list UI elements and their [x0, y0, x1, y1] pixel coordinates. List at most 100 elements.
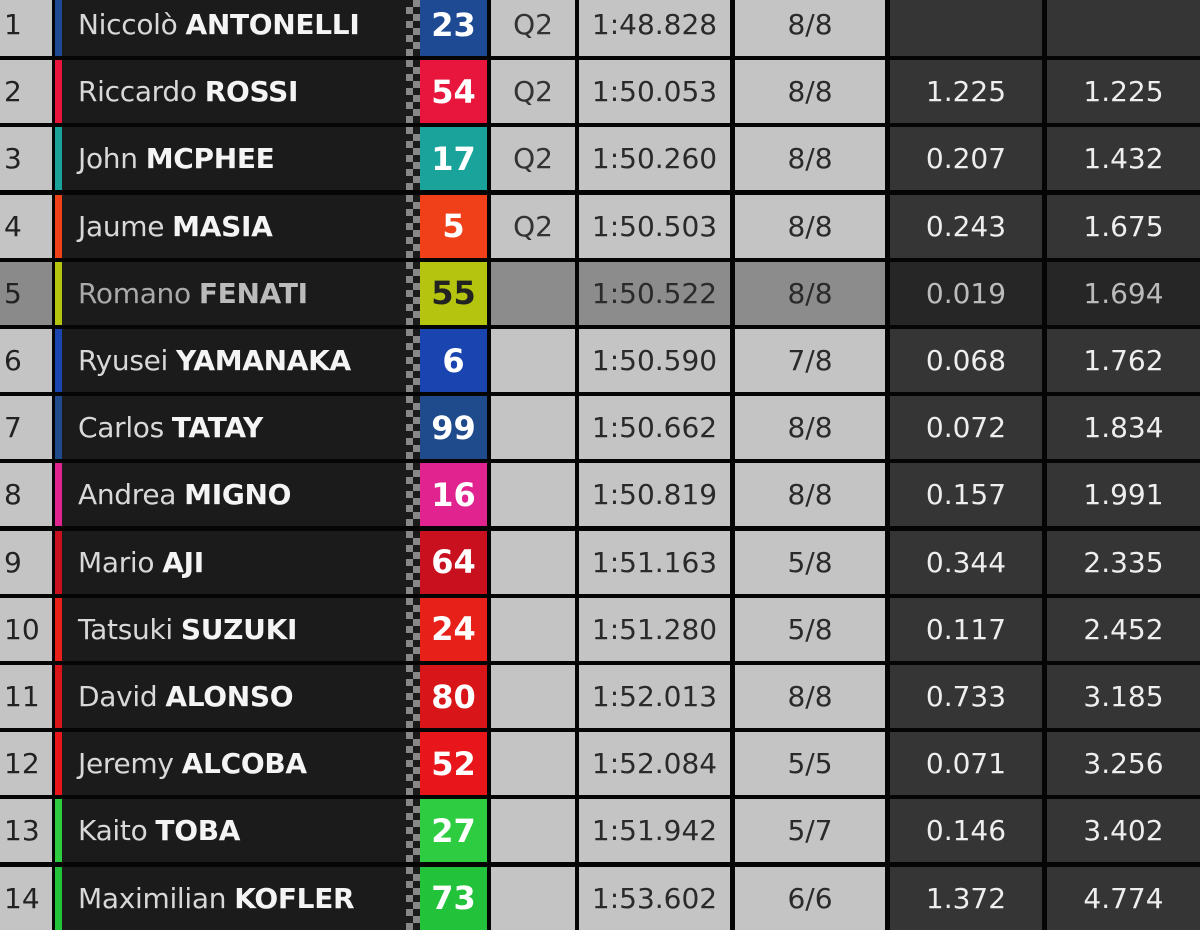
position: 7	[0, 396, 52, 460]
gap-previous: 0.157	[890, 463, 1042, 527]
table-row[interactable]: 7 Carlos TATAY 99 1:50.662 8/8 0.072 1.83…	[0, 396, 1200, 460]
lap-time: 1:48.828	[579, 0, 730, 56]
gap-previous	[890, 0, 1042, 56]
last-name: ROSSI	[204, 75, 299, 109]
table-row[interactable]: 12 Jeremy ALCOBA 52 1:52.084 5/5 0.071 3.…	[0, 732, 1200, 796]
first-name: Maximilian	[78, 881, 227, 915]
laps: 5/7	[735, 799, 885, 863]
rider-number: 80	[420, 665, 487, 728]
team-color-stripe	[55, 866, 62, 930]
rider-number: 17	[420, 127, 487, 191]
position: 6	[0, 329, 52, 392]
gap-previous: 0.019	[890, 261, 1042, 325]
rider-number: 55	[420, 261, 487, 325]
table-row[interactable]: 2 Riccardo ROSSI 54 Q2 1:50.053 8/8 1.225…	[0, 60, 1200, 124]
last-name: FENATI	[198, 276, 308, 310]
team-color-stripe	[55, 665, 62, 728]
table-row[interactable]: 8 Andrea MIGNO 16 1:50.819 8/8 0.157 1.99…	[0, 463, 1200, 527]
lap-time: 1:50.522	[579, 261, 730, 325]
first-name: Andrea	[78, 478, 177, 512]
lap-time: 1:52.084	[579, 732, 730, 796]
rider-name: Jeremy ALCOBA	[62, 732, 406, 796]
team-color-stripe	[55, 530, 62, 594]
position: 2	[0, 60, 52, 124]
rider-name: Niccolò ANTONELLI	[62, 0, 406, 56]
rider-name: Jaume MASIA	[62, 194, 406, 258]
session-label	[491, 665, 575, 728]
session-label	[491, 396, 575, 460]
first-name: Kaito	[78, 814, 148, 848]
rider-number: 54	[420, 60, 487, 124]
position: 12	[0, 732, 52, 796]
first-name: Ryusei	[78, 344, 169, 377]
rider-name: Romano FENATI	[62, 261, 406, 325]
lap-time: 1:50.260	[579, 127, 730, 191]
table-row[interactable]: 6 Ryusei YAMANAKA 6 1:50.590 7/8 0.068 1.…	[0, 329, 1200, 392]
session-label	[491, 463, 575, 527]
position: 14	[0, 866, 52, 930]
first-name: Jaume	[78, 209, 165, 243]
session-label: Q2	[491, 0, 575, 56]
first-name: Jeremy	[78, 747, 174, 781]
gap-previous: 0.344	[890, 530, 1042, 594]
table-row[interactable]: 5 Romano FENATI 55 1:50.522 8/8 0.019 1.6…	[0, 261, 1200, 325]
table-row[interactable]: 14 Maximilian KOFLER 73 1:53.602 6/6 1.37…	[0, 866, 1200, 930]
last-name: TATAY	[171, 411, 264, 445]
table-row[interactable]: 4 Jaume MASIA 5 Q2 1:50.503 8/8 0.243 1.6…	[0, 194, 1200, 258]
position: 1	[0, 0, 52, 56]
gap-previous: 0.117	[890, 597, 1042, 661]
gap-leader: 1.834	[1047, 396, 1200, 460]
last-name: KOFLER	[234, 881, 355, 915]
gap-leader: 4.774	[1047, 866, 1200, 930]
last-name: ALONSO	[165, 680, 294, 713]
table-row[interactable]: 13 Kaito TOBA 27 1:51.942 5/7 0.146 3.402	[0, 799, 1200, 863]
gap-leader: 3.256	[1047, 732, 1200, 796]
team-color-stripe	[55, 597, 62, 661]
table-row[interactable]: 11 David ALONSO 80 1:52.013 8/8 0.733 3.1…	[0, 665, 1200, 728]
team-color-stripe	[55, 194, 62, 258]
laps: 7/8	[735, 329, 885, 392]
rider-number: 27	[420, 799, 487, 863]
gap-leader: 1.225	[1047, 60, 1200, 124]
rider-name: Riccardo ROSSI	[62, 60, 406, 124]
first-name: Romano	[78, 276, 191, 310]
session-label	[491, 732, 575, 796]
gap-leader: 1.762	[1047, 329, 1200, 392]
lap-time: 1:51.163	[579, 530, 730, 594]
position: 3	[0, 127, 52, 191]
rider-name: Maximilian KOFLER	[62, 866, 406, 930]
team-color-stripe	[55, 0, 62, 56]
laps: 8/8	[735, 396, 885, 460]
table-row[interactable]: 3 John MCPHEE 17 Q2 1:50.260 8/8 0.207 1.…	[0, 127, 1200, 191]
session-label	[491, 530, 575, 594]
table-row[interactable]: 10 Tatsuki SUZUKI 24 1:51.280 5/8 0.117 2…	[0, 597, 1200, 661]
gap-leader: 1.432	[1047, 127, 1200, 191]
team-color-stripe	[55, 732, 62, 796]
rider-number: 16	[420, 463, 487, 527]
session-label	[491, 597, 575, 661]
first-name: John	[78, 142, 138, 176]
gap-previous: 0.207	[890, 127, 1042, 191]
position: 4	[0, 194, 52, 258]
first-name: Mario	[78, 545, 155, 579]
gap-leader: 2.452	[1047, 597, 1200, 661]
gap-leader: 2.335	[1047, 530, 1200, 594]
checkered-flag-pattern	[406, 194, 420, 258]
team-color-stripe	[55, 261, 62, 325]
checkered-flag-pattern	[406, 60, 420, 124]
rider-name: Carlos TATAY	[62, 396, 406, 460]
table-row[interactable]: 9 Mario AJI 64 1:51.163 5/8 0.344 2.335	[0, 530, 1200, 594]
gap-leader: 1.694	[1047, 261, 1200, 325]
laps: 5/5	[735, 732, 885, 796]
first-name: Niccolò	[78, 8, 178, 41]
checkered-flag-pattern	[406, 799, 420, 863]
last-name: MIGNO	[184, 478, 292, 512]
session-label	[491, 261, 575, 325]
position: 13	[0, 799, 52, 863]
last-name: MASIA	[172, 209, 273, 243]
gap-previous: 0.071	[890, 732, 1042, 796]
rider-name: Mario AJI	[62, 530, 406, 594]
table-row[interactable]: 1 Niccolò ANTONELLI 23 Q2 1:48.828 8/8	[0, 0, 1200, 56]
laps: 8/8	[735, 194, 885, 258]
checkered-flag-pattern	[406, 665, 420, 728]
